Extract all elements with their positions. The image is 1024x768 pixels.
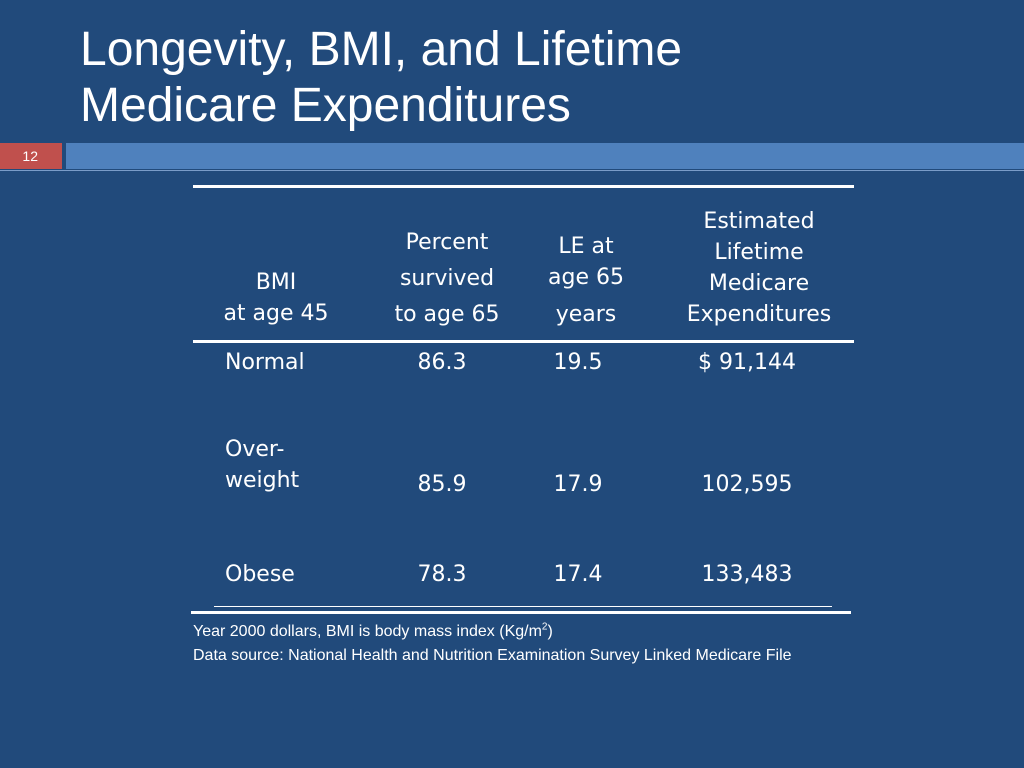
slide-title-line-1: Longevity, BMI, and Lifetime xyxy=(80,23,683,76)
footnote-data-source: Data source: National Health and Nutriti… xyxy=(193,647,792,664)
slide-number: 12 xyxy=(0,143,62,169)
row-normal-expenditures: $ 91,144 xyxy=(698,350,796,375)
row-normal-label: Normal xyxy=(225,350,305,375)
row-overweight-le: 17.9 xyxy=(553,472,603,497)
row-normal-le: 19.5 xyxy=(553,350,603,375)
row-overweight-expenditures: 102,595 xyxy=(701,472,793,497)
footnote: Year 2000 dollars, BMI is body mass inde… xyxy=(193,620,953,668)
table-header-rule xyxy=(193,340,854,343)
row-obese-percent: 78.3 xyxy=(417,562,467,587)
header-bmi: BMI at age 45 xyxy=(223,270,329,326)
table-bottom-rule-thin xyxy=(214,606,832,607)
header-life-expectancy: LE at age 65 years xyxy=(548,234,624,327)
slide-title: Longevity, BMI, and Lifetime Medicare Ex… xyxy=(80,22,980,134)
row-obese-label: Obese xyxy=(225,562,295,587)
row-obese-expenditures: 133,483 xyxy=(701,562,793,587)
row-normal-percent: 86.3 xyxy=(417,350,467,375)
title-divider-line xyxy=(0,170,1024,171)
row-overweight-percent: 85.9 xyxy=(417,472,467,497)
slide-title-line-2: Medicare Expenditures xyxy=(80,79,571,132)
header-estimated-expenditures: Estimated Lifetime Medicare Expenditures xyxy=(686,209,832,327)
title-accent-bar xyxy=(66,143,1024,169)
header-percent-survived: Percent survived to age 65 xyxy=(394,230,500,327)
row-overweight-label: Over- weight xyxy=(225,437,300,493)
row-obese-le: 17.4 xyxy=(553,562,603,587)
footnote-units: Year 2000 dollars, BMI is body mass inde… xyxy=(193,621,553,640)
table-top-rule xyxy=(193,185,854,188)
table-bottom-rule xyxy=(191,611,851,614)
